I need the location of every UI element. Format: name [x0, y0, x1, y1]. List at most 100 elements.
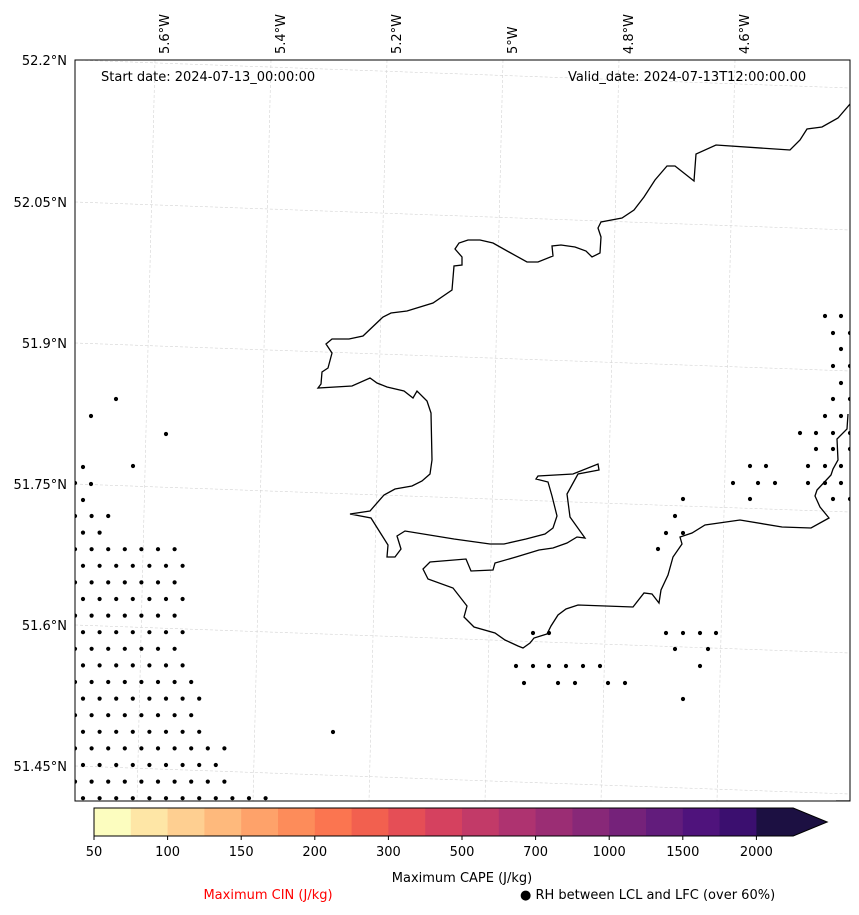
rh-dot: [847, 396, 850, 402]
colorbar-tick-label: 300: [375, 845, 401, 860]
lat-label: 51.45°N: [14, 760, 67, 775]
colorbar-segment: [130, 808, 169, 836]
rh-dot: [672, 513, 678, 519]
rh-dot: [513, 663, 519, 669]
rh-dot: [655, 546, 661, 552]
latitude-labels: 52.2°N 52.05°N 51.9°N 51.75°N 51.6°N 51.45°N: [14, 54, 67, 775]
rh-dot: [89, 779, 94, 784]
rh-dot: [155, 746, 161, 751]
rh-dot: [88, 413, 94, 419]
rh-dot: [163, 563, 169, 568]
rh-dot: [246, 796, 252, 801]
rh-dot: [97, 563, 102, 568]
rh-dot: [605, 680, 611, 686]
rh-dot: [189, 713, 194, 718]
rh-dot: [139, 580, 144, 585]
rh-dot: [189, 746, 194, 751]
rh-dot: [139, 646, 144, 651]
parallel-line: [75, 201, 850, 231]
rh-dot: [139, 713, 144, 718]
rh-dot: [713, 630, 719, 636]
colorbar-segment: [646, 808, 684, 836]
rh-dot: [180, 696, 185, 701]
rh-dot: [172, 580, 177, 585]
rh-dot: [130, 563, 135, 568]
rh-dot: [89, 613, 94, 618]
rh-dot: [147, 762, 152, 768]
rh-dot: [822, 313, 828, 319]
colorbar-tick-label: 150: [228, 845, 254, 860]
rh-dot: [106, 713, 111, 718]
rh-dot: [89, 513, 94, 519]
colorbar-extend-arrow: [793, 808, 828, 836]
rh-dot: [805, 463, 811, 469]
rh-dot: [697, 663, 703, 669]
rh-dot: [139, 746, 144, 751]
rh-dot: [89, 580, 94, 585]
rh-dot: [763, 463, 769, 469]
lat-label: 51.9°N: [22, 337, 67, 352]
rh-dots: [75, 313, 850, 801]
rh-dot: [80, 563, 86, 568]
rh-dot: [555, 680, 561, 686]
rh-dot: [838, 346, 844, 352]
colorbar-segment: [535, 808, 573, 836]
rh-dot: [80, 630, 86, 635]
rh-dot: [680, 630, 686, 636]
valid-date: Valid_date: 2024-07-13T12:00:00.00: [568, 70, 807, 85]
rh-dot: [197, 762, 202, 768]
rh-dot: [155, 613, 161, 618]
coastline-north: [316, 103, 850, 649]
rh-dot: [147, 630, 152, 635]
rh-dot: [80, 796, 86, 801]
rh-dot: [705, 646, 711, 652]
rh-dot: [213, 762, 218, 768]
cin-label: Maximum CIN (J/kg): [203, 888, 333, 903]
rh-dot: [172, 713, 177, 718]
colorbar-segment: [351, 808, 389, 836]
rh-dot: [530, 663, 536, 669]
meridian-line: [252, 60, 272, 801]
rh-dot: [822, 413, 828, 419]
colorbar-tick-label: 200: [302, 845, 328, 860]
rh-dot: [572, 680, 578, 686]
rh-dot: [680, 530, 686, 536]
rh-dot: [75, 746, 78, 751]
rh-dot: [172, 779, 177, 784]
rh-dot: [75, 779, 78, 784]
rh-dot: [89, 679, 94, 685]
rh-dot: [180, 596, 185, 602]
rh-dot: [580, 663, 586, 669]
rh-dot: [139, 779, 144, 784]
lon-label: 5°W: [506, 26, 521, 54]
rh-dot: [197, 796, 202, 801]
colorbar-segment: [498, 808, 537, 836]
lat-label: 51.75°N: [14, 478, 67, 493]
colorbar-tick-label: 2000: [739, 845, 773, 860]
rh-dot: [838, 313, 844, 319]
lon-label: 5.6°W: [158, 14, 173, 54]
rh-dot: [155, 779, 161, 784]
rh-dot: [80, 497, 86, 503]
rh-dot: [680, 496, 686, 502]
rh-dot: [147, 696, 152, 701]
rh-dot: [114, 762, 119, 768]
rh-dot: [106, 547, 111, 552]
rh-dot: [755, 480, 761, 486]
rh-dot: [230, 796, 235, 801]
rh-dot: [113, 396, 119, 402]
rh-dot: [680, 696, 686, 702]
rh-dot: [163, 663, 169, 668]
rh-dot: [122, 547, 127, 552]
rh-dot: [805, 480, 811, 486]
rh-dot: [75, 679, 78, 685]
rh-dot: [180, 762, 185, 768]
parallel-line: [75, 342, 850, 372]
rh-dot: [97, 762, 102, 768]
parallel-line: [75, 60, 850, 89]
rh-dot: [847, 330, 850, 336]
rh-dot: [97, 630, 102, 635]
rh-dot: [122, 646, 127, 651]
rh-dot: [114, 729, 119, 734]
lat-label: 52.05°N: [14, 196, 67, 211]
